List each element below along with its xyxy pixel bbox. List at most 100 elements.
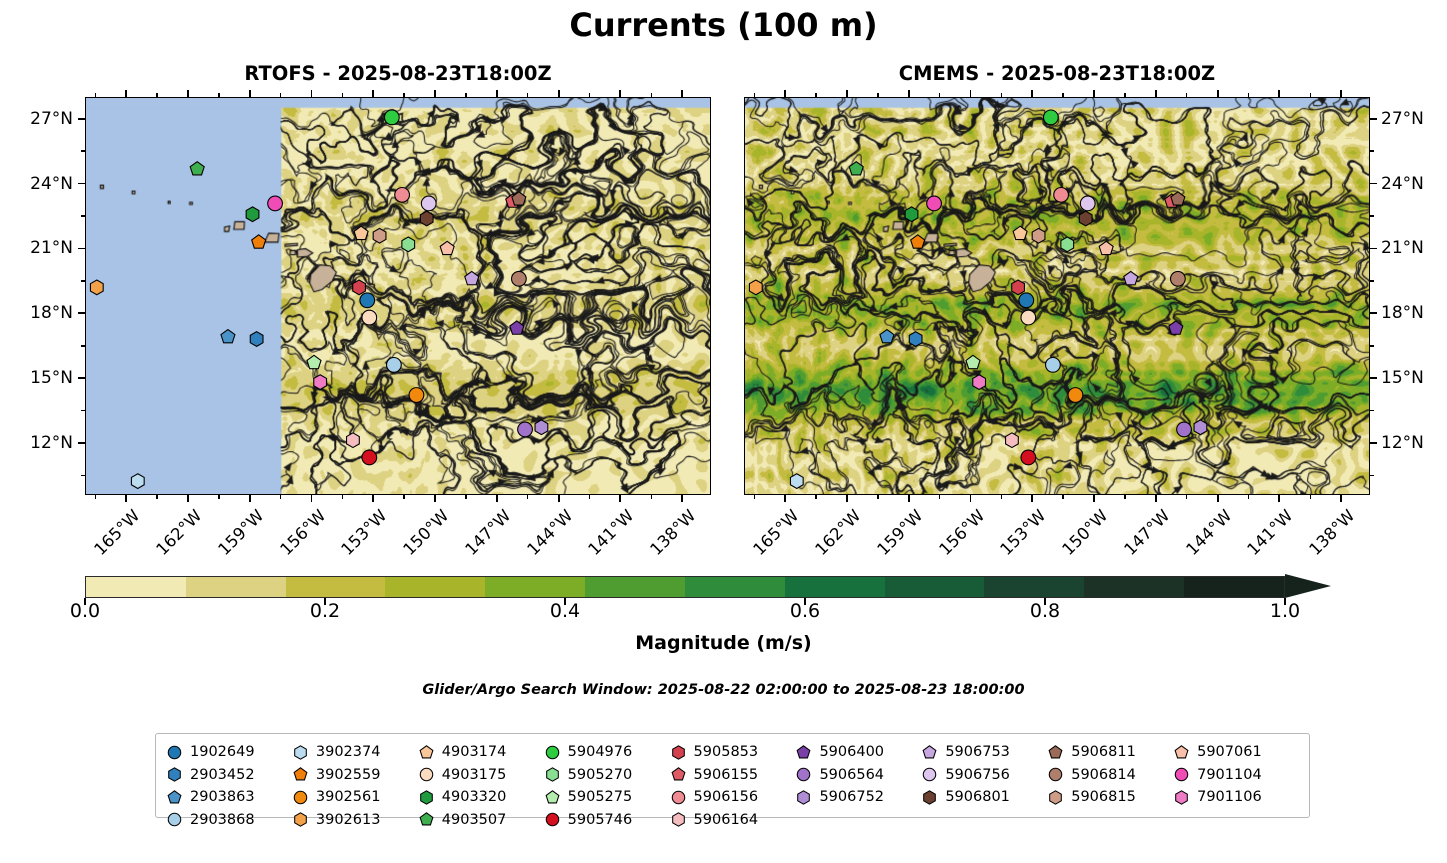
float-marker-4903320[interactable] [904, 206, 919, 223]
float-marker-4903507[interactable] [848, 160, 864, 176]
legend-entry-7901106[interactable]: 7901106 [1173, 786, 1299, 809]
float-marker-5906564[interactable] [1176, 421, 1192, 438]
legend-entry-5906815[interactable]: 5906815 [1047, 786, 1173, 809]
float-marker-5907061[interactable] [1098, 240, 1114, 256]
float-marker-3902561[interactable] [408, 387, 425, 403]
legend-entry-5906164[interactable]: 5906164 [670, 809, 796, 832]
xtick-minor-bottom [1185, 495, 1188, 499]
float-marker-5905746[interactable] [1020, 449, 1037, 466]
legend-entry-5906753[interactable]: 5906753 [921, 741, 1047, 764]
legend-entry-2903863[interactable]: 2903863 [166, 786, 292, 809]
legend-entry-3902561[interactable]: 3902561 [292, 786, 418, 809]
float-marker-4903174[interactable] [1012, 225, 1028, 241]
float-marker-2903452[interactable] [249, 331, 264, 348]
float-marker-5906801[interactable] [419, 210, 434, 227]
float-marker-4903175[interactable] [1020, 309, 1037, 326]
float-marker-3902613[interactable] [748, 279, 763, 296]
legend-entry-7901104[interactable]: 7901104 [1173, 764, 1299, 787]
legend-entry-4903174[interactable]: 4903174 [418, 741, 544, 764]
float-marker-2903868[interactable] [385, 356, 402, 373]
float-marker-5906753[interactable] [464, 270, 480, 286]
float-marker-5906811[interactable] [1170, 191, 1186, 206]
float-marker-5906815[interactable] [372, 227, 387, 244]
float-marker-5905853[interactable] [1011, 279, 1025, 296]
legend-entry-2903452[interactable]: 2903452 [166, 764, 292, 787]
legend-entry-4903507[interactable]: 4903507 [418, 809, 544, 832]
map-panel-rtofs[interactable] [85, 97, 711, 495]
float-marker-5905270[interactable] [1060, 236, 1075, 253]
float-marker-2903863[interactable] [220, 328, 236, 344]
legend-entry-5906155[interactable]: 5906155 [670, 764, 796, 787]
float-marker-7901104[interactable] [926, 195, 942, 212]
float-marker-5906814[interactable] [510, 270, 527, 287]
float-marker-5904976[interactable] [1042, 109, 1059, 126]
float-marker-5906752[interactable] [534, 419, 549, 436]
float-marker-5905275[interactable] [306, 354, 322, 370]
float-marker-5904976[interactable] [383, 109, 400, 126]
legend-entry-1902649[interactable]: 1902649 [166, 741, 292, 764]
float-marker-3902559[interactable] [251, 234, 267, 249]
float-marker-3902561[interactable] [1067, 387, 1084, 403]
legend-entry-5906814[interactable]: 5906814 [1047, 764, 1173, 787]
float-marker-3902374[interactable] [130, 473, 145, 490]
legend-entry-5905853[interactable]: 5905853 [670, 741, 796, 764]
float-marker-5906564[interactable] [517, 421, 533, 438]
legend-entry-4903175[interactable]: 4903175 [418, 764, 544, 787]
legend-entry-2903868[interactable]: 2903868 [166, 809, 292, 832]
float-marker-5905746[interactable] [361, 449, 378, 466]
float-marker-7901104[interactable] [267, 195, 283, 212]
float-marker-5906164[interactable] [346, 432, 360, 449]
legend-entry-5906400[interactable]: 5906400 [795, 741, 921, 764]
float-marker-7901106[interactable] [972, 374, 987, 391]
legend-entry-5906801[interactable]: 5906801 [921, 786, 1047, 809]
legend-entry-5906752[interactable]: 5906752 [795, 786, 921, 809]
float-marker-5906814[interactable] [1169, 270, 1186, 287]
float-marker-5906164[interactable] [1005, 432, 1019, 449]
float-marker-2903868[interactable] [1044, 356, 1061, 373]
float-marker-5906815[interactable] [1031, 227, 1046, 244]
float-marker-5906400[interactable] [1168, 320, 1184, 335]
float-marker-4903175[interactable] [361, 309, 378, 326]
legend-entry-5906564[interactable]: 5906564 [795, 764, 921, 787]
legend-entry-3902374[interactable]: 3902374 [292, 741, 418, 764]
legend-entry-5906756[interactable]: 5906756 [921, 764, 1047, 787]
float-marker-5906156[interactable] [1053, 186, 1070, 203]
float-marker-5906801[interactable] [1078, 210, 1093, 227]
legend-entry-5906156[interactable]: 5906156 [670, 786, 796, 809]
float-legend[interactable]: 1902649 2903452 2903863 2903868 3902374 39025… [155, 733, 1310, 828]
float-marker-3902559[interactable] [910, 234, 926, 249]
float-marker-4903507[interactable] [189, 160, 205, 176]
float-marker-4903320[interactable] [245, 206, 260, 223]
float-marker-4903174[interactable] [353, 225, 369, 241]
map-panel-cmems[interactable] [744, 97, 1370, 495]
float-marker-5906400[interactable] [509, 320, 525, 335]
legend-entry-4903320[interactable]: 4903320 [418, 786, 544, 809]
float-marker-5906756[interactable] [420, 195, 437, 212]
float-marker-7901106[interactable] [313, 374, 328, 391]
xtick-minor-bottom [156, 495, 158, 499]
legend-entry-5906811[interactable]: 5906811 [1047, 741, 1173, 764]
legend-entry-5904976[interactable]: 5904976 [544, 741, 670, 764]
legend-entry-5905270[interactable]: 5905270 [544, 764, 670, 787]
float-marker-5905275[interactable] [965, 354, 981, 370]
float-marker-2903452[interactable] [908, 331, 923, 348]
float-marker-5907061[interactable] [439, 240, 455, 256]
float-marker-3902374[interactable] [789, 473, 804, 490]
float-marker-1902649[interactable] [1018, 292, 1035, 309]
float-marker-3902613[interactable] [89, 279, 104, 296]
legend-entry-5907061[interactable]: 5907061 [1173, 741, 1299, 764]
float-marker-5906811[interactable] [511, 191, 527, 206]
float-marker-5906756[interactable] [1079, 195, 1096, 212]
legend-entry-3902559[interactable]: 3902559 [292, 764, 418, 787]
legend-label-5905746: 5905746 [567, 811, 633, 828]
float-marker-5906753[interactable] [1123, 270, 1139, 286]
float-marker-5906752[interactable] [1193, 419, 1208, 436]
float-marker-5905270[interactable] [401, 236, 416, 253]
float-marker-2903863[interactable] [879, 328, 895, 344]
legend-entry-5905746[interactable]: 5905746 [544, 809, 670, 832]
float-marker-5906156[interactable] [394, 186, 411, 203]
legend-entry-3902613[interactable]: 3902613 [292, 809, 418, 832]
float-marker-5905853[interactable] [352, 279, 366, 296]
legend-entry-5905275[interactable]: 5905275 [544, 786, 670, 809]
float-marker-1902649[interactable] [359, 292, 376, 309]
